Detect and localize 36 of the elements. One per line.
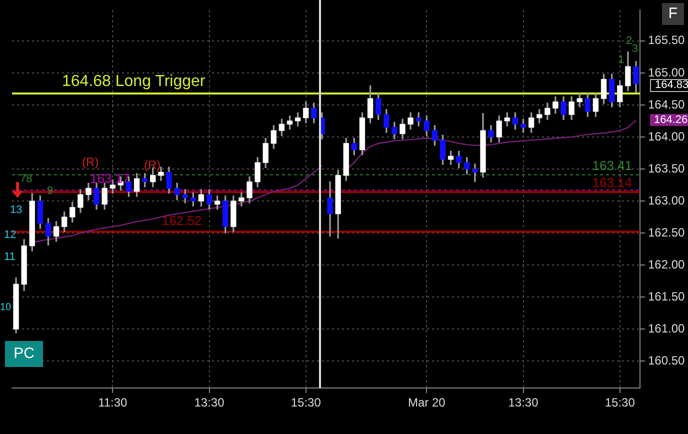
y-tick-label: 165.00 [648, 65, 686, 80]
text: F [662, 3, 684, 25]
y-tick-label: 162.50 [648, 225, 686, 240]
text: 10 [0, 302, 12, 313]
y-tick-label: 161.50 [648, 289, 686, 304]
y-tick-label: 164.50 [648, 97, 686, 112]
annotation: PC [5, 341, 43, 367]
y-tick-label: 165.50 [648, 33, 686, 48]
annotation: 11 [4, 251, 16, 263]
x-tick-label: 13:30 [508, 396, 539, 410]
annotation: 78 [20, 173, 32, 185]
y-tick-label: 164.00 [648, 129, 686, 144]
x-tick-label: 15:30 [604, 396, 636, 410]
text: 164.83 [650, 79, 688, 92]
ref-line-label: 164.68 Long Trigger [62, 72, 206, 90]
annotation: (R) [144, 158, 161, 172]
x-tick-label: 13:30 [194, 396, 225, 410]
ref-line-label: 163.41 [592, 158, 632, 173]
text: 164.26 [650, 114, 688, 126]
x-tick-label: 11:30 [98, 396, 128, 410]
y-tick-label: 160.50 [648, 353, 686, 368]
x-tick-label: 15:30 [290, 396, 322, 410]
annotation: 1 [618, 54, 624, 66]
annotation: 3 [632, 43, 638, 55]
annotation: 12 [4, 229, 16, 241]
y-tick-label: 162.00 [648, 257, 686, 272]
ref-line-label: 163.14 [592, 175, 632, 190]
annotation: (R) [82, 155, 99, 169]
y-tick-label: 163.00 [648, 193, 686, 208]
y-tick-label: 161.00 [648, 321, 686, 336]
annotation: 2 [626, 35, 632, 47]
x-tick-label: Mar 20 [408, 396, 446, 410]
candlestick [472, 164, 478, 182]
ref-line-label: 162.52 [162, 212, 202, 228]
y-tick-label: 163.50 [648, 161, 686, 176]
annotation: 13 [10, 204, 22, 216]
